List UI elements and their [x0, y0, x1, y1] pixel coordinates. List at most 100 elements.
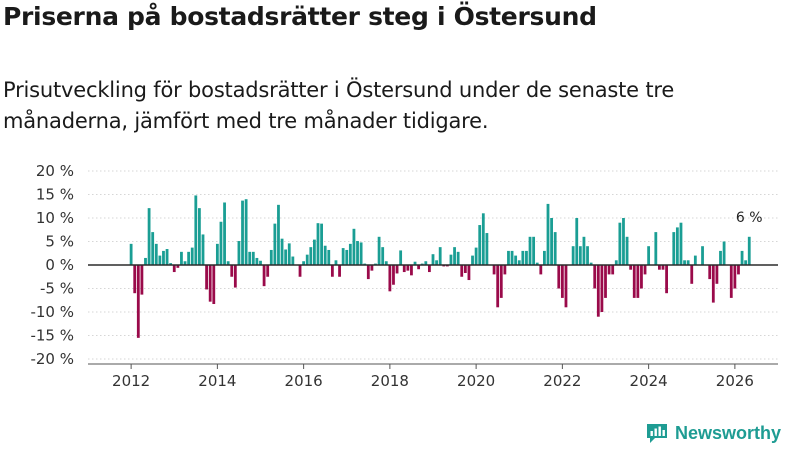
bar	[640, 265, 643, 289]
bar	[424, 261, 428, 265]
bar	[449, 254, 453, 265]
bar	[528, 236, 532, 265]
bar	[481, 213, 485, 265]
chart-subtitle: Prisutveckling för bostadsrätter i Öster…	[3, 78, 675, 133]
bar	[302, 261, 306, 265]
bar	[708, 265, 712, 280]
gridlines	[88, 170, 778, 360]
bar	[507, 250, 510, 265]
bar	[201, 234, 205, 265]
bar	[618, 222, 622, 265]
bar	[136, 265, 140, 338]
bar	[241, 200, 244, 265]
bar	[388, 265, 392, 292]
newsworthy-chart-icon	[647, 424, 667, 443]
bar	[578, 246, 582, 265]
bar	[323, 245, 327, 265]
bar-series	[129, 195, 751, 338]
bar	[305, 254, 309, 265]
y-tick-label: -5 %	[40, 280, 74, 298]
bar	[269, 249, 273, 265]
x-axis: 2012 2014 2016 2018 2020 2022 2024 2026	[88, 363, 778, 390]
bar	[327, 249, 331, 265]
bar	[280, 238, 284, 265]
bar	[341, 248, 345, 265]
bar	[503, 265, 507, 275]
bar	[176, 265, 180, 268]
bar	[560, 265, 564, 298]
bar	[679, 222, 683, 265]
bar	[539, 265, 543, 275]
bar	[334, 260, 338, 265]
bar	[715, 265, 719, 284]
bar	[672, 232, 676, 265]
x-tick-label: 2024	[630, 372, 668, 390]
bar-chart: 20 % 15 % 10 % 5 % 0 % -5 % -10 % -15 % -20 % 20…	[30, 162, 778, 390]
bar	[151, 232, 155, 265]
bar	[525, 250, 528, 265]
y-tick-label: -10 %	[30, 303, 74, 321]
bar	[255, 257, 259, 265]
bar	[438, 247, 442, 265]
bar	[180, 251, 183, 265]
bar	[553, 232, 557, 265]
bar	[129, 243, 133, 265]
bar	[744, 260, 748, 265]
chart-title: Priserna på bostadsrätter steg i Östersu…	[3, 2, 597, 31]
bar	[183, 261, 187, 265]
bar	[194, 195, 198, 265]
bar	[467, 265, 471, 281]
bar	[661, 265, 665, 270]
bar	[693, 255, 697, 265]
y-tick-label: 15 %	[36, 186, 74, 204]
bar	[492, 265, 496, 275]
bar	[593, 265, 597, 289]
latest-value-label: 6 %	[736, 210, 763, 226]
bar	[474, 247, 478, 265]
bar	[632, 265, 636, 298]
bar	[496, 265, 500, 308]
bar	[456, 251, 460, 265]
bar	[614, 260, 618, 265]
bar	[345, 249, 349, 265]
bar	[417, 265, 421, 270]
bar	[737, 265, 740, 275]
bar	[406, 265, 410, 271]
bar	[557, 265, 561, 289]
bar	[431, 254, 435, 265]
bar	[384, 261, 388, 265]
bar	[262, 265, 266, 287]
bar	[690, 265, 694, 284]
bar	[711, 265, 715, 303]
bar	[435, 260, 438, 265]
bar	[453, 247, 456, 265]
bar	[352, 228, 356, 265]
bar	[248, 251, 252, 265]
bar	[733, 265, 737, 289]
bar	[309, 247, 313, 265]
bar	[514, 255, 518, 265]
bar	[395, 265, 399, 274]
bar	[366, 265, 370, 280]
bar	[586, 246, 589, 265]
bar	[277, 204, 280, 265]
bar	[629, 265, 633, 270]
bar	[683, 260, 686, 265]
bar	[266, 265, 270, 277]
bar	[686, 260, 690, 265]
bar	[596, 265, 600, 317]
bar	[719, 250, 722, 265]
bar	[284, 249, 288, 265]
bar	[230, 265, 234, 277]
bar	[313, 239, 316, 265]
bar	[582, 236, 586, 265]
bar	[162, 250, 165, 265]
bar	[532, 236, 536, 265]
y-axis-labels: 20 % 15 % 10 % 5 % 0 % -5 % -10 % -15 % -20 %	[30, 162, 74, 368]
bar	[392, 265, 395, 285]
bar	[643, 265, 647, 275]
bar	[611, 265, 615, 275]
bar	[356, 241, 359, 265]
bar	[665, 265, 668, 294]
bar	[604, 265, 607, 298]
